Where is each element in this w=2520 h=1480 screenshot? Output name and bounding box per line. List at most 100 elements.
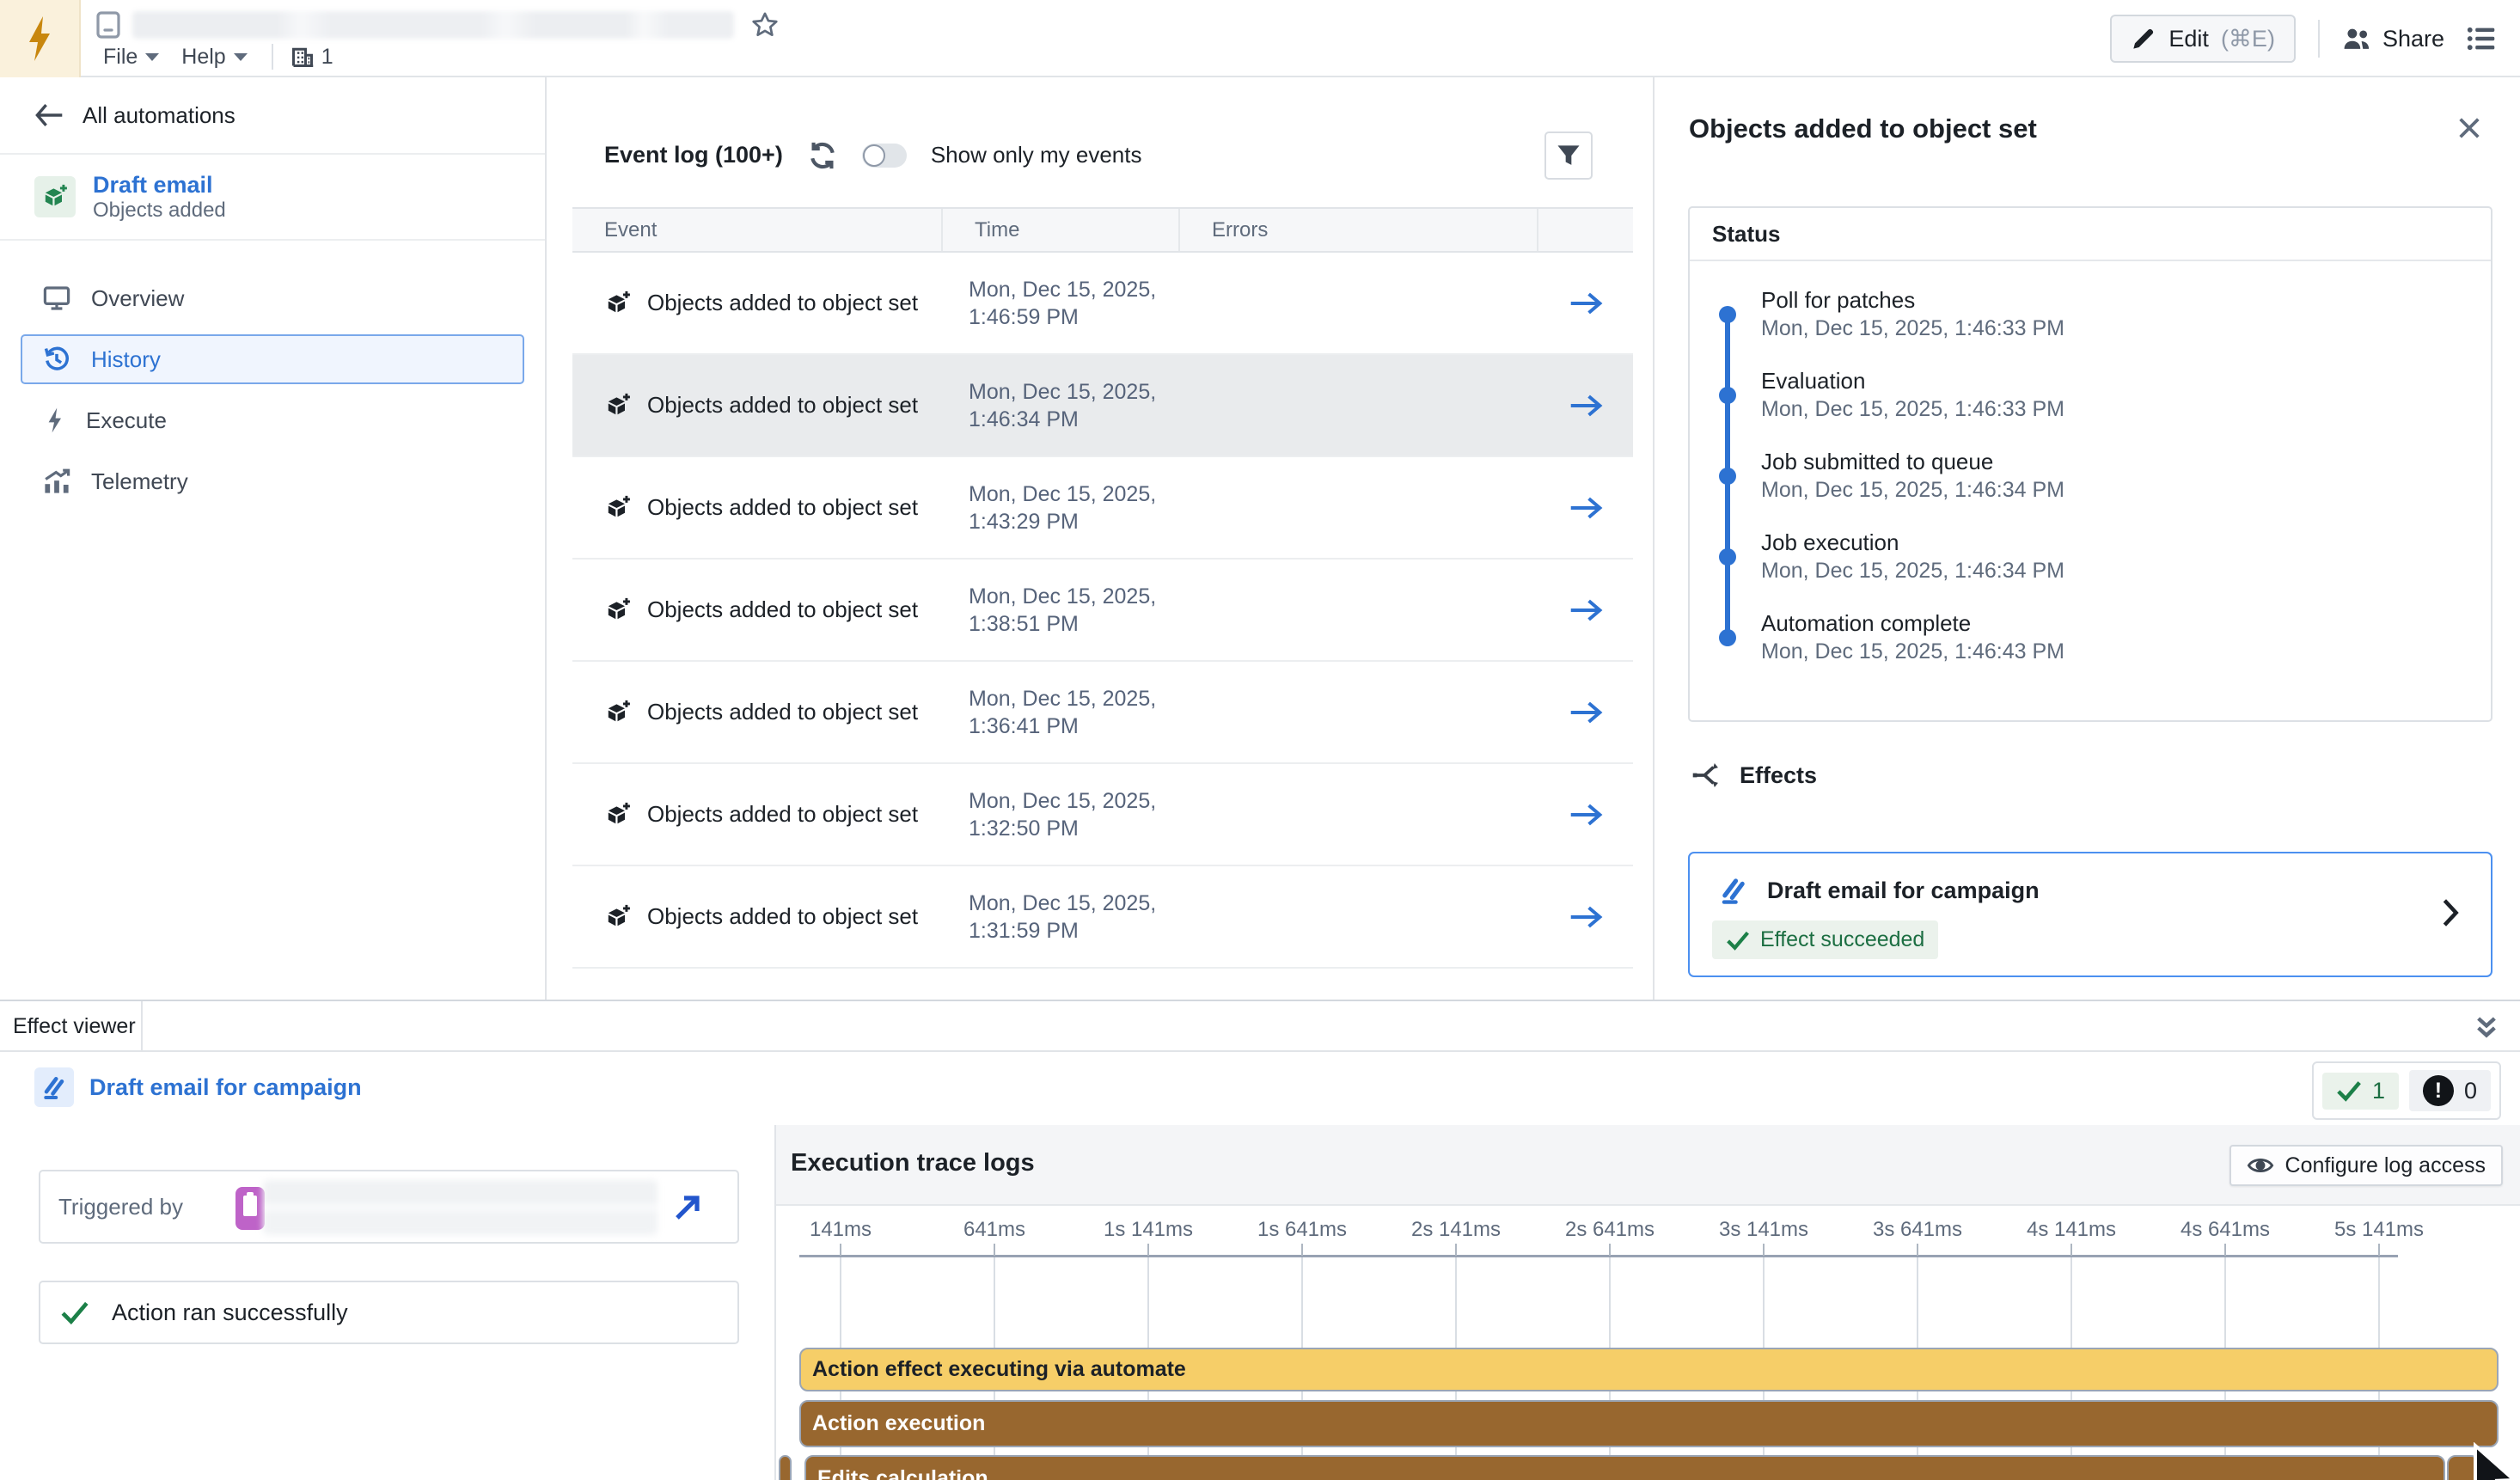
open-external-icon[interactable] <box>672 1192 703 1223</box>
header-actions: Edit (⌘E) Share <box>2110 0 2496 77</box>
column-header-event[interactable]: Event <box>572 209 943 251</box>
automation-summary[interactable]: Draft email Objects added <box>0 155 545 241</box>
chevron-down-icon <box>234 52 248 62</box>
properties-list-icon[interactable] <box>2467 26 2496 52</box>
event-errors <box>1180 662 1538 762</box>
timeline-step-label: Automation complete <box>1761 609 2491 638</box>
error-count-pill[interactable]: 0 <box>2409 1070 2491 1111</box>
event-log-panel: Event log (100+) Show only my events Eve… <box>548 77 1653 1000</box>
trace-span[interactable]: Action effect executing via automate <box>799 1348 2499 1391</box>
app-header: File Help 1 Edit (⌘E) Share <box>0 0 2520 77</box>
event-time: Mon, Dec 15, 2025, 1:31:59 PM <box>943 866 1180 967</box>
open-event-arrow-icon[interactable] <box>1569 596 1603 624</box>
axis-tick-label: 2s 641ms <box>1565 1218 1655 1242</box>
success-count-pill[interactable]: 1 <box>2322 1073 2399 1110</box>
sidebar-item-label: Overview <box>91 285 184 312</box>
axis-tick-mark <box>1609 1244 1611 1256</box>
event-log-title: Event log (100+) <box>604 142 783 168</box>
mouse-cursor <box>2472 1442 2520 1480</box>
trace-span[interactable]: Action execution <box>799 1400 2499 1447</box>
sidebar-item-history[interactable]: History <box>21 334 524 384</box>
axis-tick-mark <box>840 1244 841 1256</box>
back-arrow-icon <box>34 103 64 127</box>
collapse-double-chevron-icon[interactable] <box>2472 1013 2501 1043</box>
share-button[interactable]: Share <box>2342 26 2444 52</box>
trace-span-label: Edits calculation <box>806 1466 988 1480</box>
timeline-step-time: Mon, Dec 15, 2025, 1:46:34 PM <box>1761 557 2491 584</box>
table-row[interactable]: Objects added to object set Mon, Dec 15,… <box>572 253 1633 355</box>
column-header-time[interactable]: Time <box>943 209 1180 251</box>
project-count-chip[interactable]: 1 <box>291 45 333 70</box>
draft-effect-icon <box>1719 876 1748 905</box>
time-axis <box>799 1255 2398 1257</box>
table-row[interactable]: Objects added to object set Mon, Dec 15,… <box>572 866 1633 969</box>
object-set-event-icon <box>604 903 632 931</box>
monitor-icon <box>43 285 70 311</box>
menu-bar: File Help 1 <box>96 41 333 72</box>
sidebar-item-execute[interactable]: Execute <box>21 395 524 445</box>
axis-tick-mark <box>994 1244 995 1256</box>
trace-span-label: Action effect executing via automate <box>801 1357 1186 1382</box>
effects-fork-icon <box>1691 761 1721 790</box>
app-screen: File Help 1 Edit (⌘E) Share <box>0 0 2520 1480</box>
file-menu[interactable]: File <box>96 43 166 71</box>
filter-button[interactable] <box>1544 131 1593 180</box>
menu-divider <box>272 44 273 70</box>
table-row[interactable]: Objects added to object set Mon, Dec 15,… <box>572 355 1633 457</box>
error-icon <box>2423 1075 2454 1106</box>
table-row[interactable]: Objects added to object set Mon, Dec 15,… <box>572 457 1633 560</box>
open-event-arrow-icon[interactable] <box>1569 699 1603 726</box>
table-row[interactable]: Objects added to object set Mon, Dec 15,… <box>572 662 1633 764</box>
effect-card[interactable]: Draft email for campaign Effect succeede… <box>1688 852 2492 977</box>
table-row[interactable]: Objects added to object set Mon, Dec 15,… <box>572 560 1633 662</box>
trace-title: Execution trace logs <box>791 1149 1035 1177</box>
column-header-errors[interactable]: Errors <box>1180 209 1538 251</box>
timeline-step-label: Job execution <box>1761 528 2491 557</box>
trace-span[interactable] <box>779 1455 792 1480</box>
effect-link[interactable]: Draft email for campaign <box>34 1067 362 1107</box>
sidebar-item-label: History <box>91 346 161 373</box>
effects-heading: Effects <box>1691 761 1817 790</box>
event-name: Objects added to object set <box>647 290 918 316</box>
pencil-icon <box>2131 26 2156 52</box>
effect-status-badge: Effect succeeded <box>1712 920 1938 959</box>
axis-tick-label: 3s 641ms <box>1873 1218 1962 1242</box>
table-row[interactable]: Objects added to object set Mon, Dec 15,… <box>572 764 1633 866</box>
effect-viewer-content: Triggered by Action ran successfully Exe… <box>0 1125 2520 1480</box>
open-event-arrow-icon[interactable] <box>1569 392 1603 419</box>
trace-span[interactable]: Edits calculation <box>804 1455 2445 1480</box>
automation-name: Draft email <box>93 171 226 199</box>
status-timeline: Poll for patches Mon, Dec 15, 2025, 1:46… <box>1690 261 2491 720</box>
refresh-icon[interactable] <box>807 140 838 171</box>
telemetry-chart-icon <box>43 468 70 494</box>
axis-tick-mark <box>1917 1244 1918 1256</box>
edit-button[interactable]: Edit (⌘E) <box>2110 15 2296 63</box>
toggle-label: Show only my events <box>931 142 1142 168</box>
configure-log-access-button[interactable]: Configure log access <box>2229 1145 2503 1186</box>
show-only-my-events-toggle[interactable] <box>862 144 907 168</box>
open-event-arrow-icon[interactable] <box>1569 903 1603 931</box>
status-timeline-step: Job submitted to queue Mon, Dec 15, 2025… <box>1690 447 2491 528</box>
effect-viewer-tab[interactable]: Effect viewer <box>0 1001 143 1052</box>
action-type-icon <box>235 1187 265 1230</box>
open-event-arrow-icon[interactable] <box>1569 290 1603 317</box>
close-icon[interactable] <box>2456 115 2482 141</box>
back-to-all-automations[interactable]: All automations <box>0 77 545 155</box>
axis-tick-label: 4s 141ms <box>2027 1218 2116 1242</box>
event-table: Event Time Errors Objects added to objec… <box>572 207 1633 969</box>
redacted-trigger-text <box>263 1180 658 1235</box>
automate-app-logo[interactable] <box>0 0 81 77</box>
object-set-event-icon <box>604 699 632 726</box>
event-log-header: Event log (100+) Show only my events <box>548 77 1653 207</box>
sidebar: All automations Draft email Objects adde… <box>0 77 547 1000</box>
open-event-arrow-icon[interactable] <box>1569 494 1603 522</box>
help-menu[interactable]: Help <box>174 43 254 71</box>
open-event-arrow-icon[interactable] <box>1569 801 1603 829</box>
sidebar-item-overview[interactable]: Overview <box>21 273 524 323</box>
favorite-star-icon[interactable] <box>751 11 779 39</box>
sidebar-item-telemetry[interactable]: Telemetry <box>21 456 524 506</box>
automation-subtitle: Objects added <box>93 199 226 223</box>
event-errors <box>1180 764 1538 865</box>
axis-tick-label: 1s 141ms <box>1104 1218 1193 1242</box>
event-time: Mon, Dec 15, 2025, 1:36:41 PM <box>943 662 1180 762</box>
